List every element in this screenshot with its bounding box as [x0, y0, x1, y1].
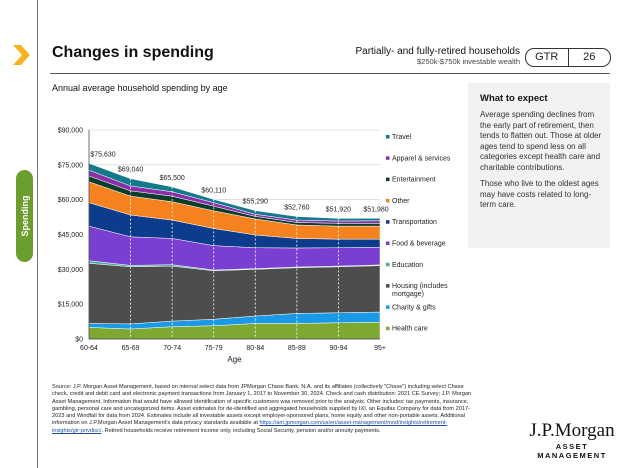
total-label: $55,290: [243, 199, 268, 206]
x-tick-label: 70-74: [163, 345, 181, 352]
legend-swatch: [386, 177, 390, 182]
y-tick-label: $15,000: [58, 302, 83, 309]
legend-label: Apparel & services: [392, 155, 451, 162]
total-label: $51,980: [363, 206, 388, 213]
x-tick-label: 80-84: [246, 345, 264, 352]
y-tick-label: $60,000: [58, 197, 83, 204]
y-tick-label: $75,000: [58, 162, 83, 169]
logo-subtitle: ASSET MANAGEMENT: [537, 442, 607, 460]
sidebar-divider: [37, 0, 38, 468]
x-tick-label: 95+: [374, 345, 386, 352]
legend-swatch: [386, 326, 390, 331]
legend-label: Education: [392, 262, 423, 269]
area-travel: [88, 163, 381, 222]
x-tick-label: 65-69: [122, 345, 140, 352]
legend-swatch: [386, 305, 390, 309]
insight-title: What to expect: [480, 93, 548, 104]
legend-swatch: [386, 241, 390, 245]
y-tick-label: $90,000: [58, 128, 83, 135]
jpmorgan-logo: J.P.Morgan ASSET MANAGEMENT: [520, 420, 624, 460]
legend-label: Other: [392, 198, 410, 205]
legend-label: Housing (includes mortgage): [392, 283, 448, 298]
wealth-label: $250k-$750k investable wealth: [417, 57, 520, 66]
page-badge: GTR 26: [525, 48, 611, 67]
legend-label: Travel: [392, 134, 412, 141]
legend-label: Food & beverage: [392, 241, 446, 248]
legend-swatch: [386, 135, 390, 139]
total-label: $65,500: [159, 175, 184, 182]
audience-label: Partially- and fully-retired households: [355, 46, 520, 57]
section-tab-spending[interactable]: Spending: [16, 170, 33, 262]
chevron-right-icon[interactable]: [10, 43, 32, 72]
y-tick-label: $30,000: [58, 267, 83, 274]
privacy-link[interactable]: https://am.jpmorgan.com/us/en/asset-mana…: [52, 420, 448, 434]
source-text: Source: J.P. Morgan Asset Management, ba…: [52, 384, 472, 427]
total-label: $69,040: [118, 167, 143, 174]
source-text-end: . Retired households receive retirement …: [101, 427, 381, 434]
legend-label: Transportation: [392, 219, 437, 226]
legend-swatch: [386, 198, 390, 203]
x-tick-label: 60-64: [80, 345, 98, 352]
source-note: Source: J.P. Morgan Asset Management, ba…: [52, 384, 472, 435]
y-tick-label: $0: [75, 337, 83, 344]
legend-swatch: [386, 262, 390, 267]
legend-swatch: [386, 156, 390, 160]
insight-paragraph-2: Those who live to the oldest ages may ha…: [480, 179, 599, 209]
total-label: $51,920: [326, 206, 351, 213]
badge-label: GTR: [526, 49, 569, 66]
legend-label: Health care: [392, 326, 428, 333]
legend-label: Charity & gifts: [392, 304, 436, 311]
x-tick-label: 90-94: [329, 345, 347, 352]
page-number: 26: [583, 51, 596, 63]
page-title: Changes in spending: [52, 44, 214, 61]
legend-swatch: [386, 284, 390, 288]
total-label: $75,630: [90, 151, 115, 158]
audience-info: Partially- and fully-retired households …: [355, 46, 520, 66]
legend-label: Entertainment: [392, 177, 436, 184]
insight-paragraph-1: Average spending declines from the early…: [480, 110, 602, 172]
logo-wordmark: J.P.Morgan: [529, 420, 615, 441]
chart-title: Annual average household spending by age: [52, 83, 228, 93]
x-tick-label: 75-79: [205, 345, 223, 352]
insight-box: What to expect Average spending declines…: [468, 83, 610, 248]
total-label: $52,760: [284, 204, 309, 211]
stacked-area-chart: $0 $15,000 $30,000 $45,000 $60,000 $75,000 $90…: [58, 128, 451, 365]
x-axis-title: Age: [227, 355, 242, 364]
y-tick-label: $45,000: [58, 232, 83, 239]
legend-swatch: [386, 220, 390, 224]
x-tick-label: 85-89: [288, 345, 306, 352]
total-label: $60,110: [201, 187, 226, 194]
header-divider: [50, 73, 610, 74]
